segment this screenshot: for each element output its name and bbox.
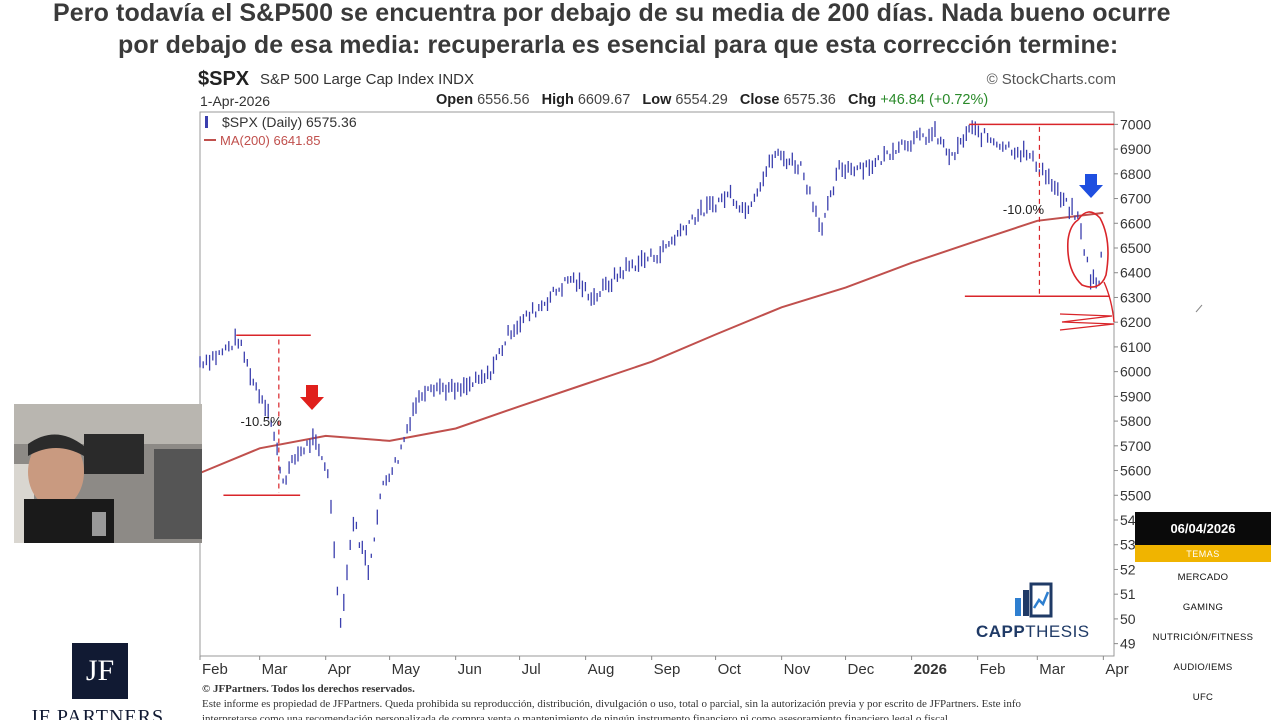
stockcharts-credit: © StockCharts.com xyxy=(986,71,1116,88)
y-tick-label: 6500 xyxy=(1120,240,1151,256)
ma200-line xyxy=(199,211,1104,474)
x-tick-label: Sep xyxy=(654,661,681,678)
low-value: 6554.29 xyxy=(675,92,728,108)
blue-down-arrow xyxy=(1079,174,1103,198)
topic-item-nutricion[interactable]: NUTRICIÓN/FITNESS xyxy=(1152,631,1254,643)
y-tick-label: 6900 xyxy=(1120,141,1151,157)
y-tick-label: 6800 xyxy=(1120,166,1151,182)
y-tick-label: 6700 xyxy=(1120,191,1151,207)
circle-markup xyxy=(1066,211,1109,288)
y-tick-label: 5800 xyxy=(1120,413,1151,429)
jf-partners-wordmark: JF PARTNERS xyxy=(30,706,165,720)
capp-text: CAPP xyxy=(976,622,1026,641)
chart-date: 1-Apr-2026 xyxy=(200,93,271,109)
ohlc-readout: Open 6556.56 High 6609.67 Low 6554.29 Cl… xyxy=(436,92,988,108)
y-tick-label: 6000 xyxy=(1120,364,1151,380)
copyright-line: © JFPartners. Todos los derechos reserva… xyxy=(202,683,415,695)
y-tick-label: 7000 xyxy=(1120,116,1151,132)
side-section-temas: TEMAS xyxy=(1135,545,1271,562)
headline-line-2: por debajo de esa media: recuperarla es … xyxy=(118,31,1119,59)
disclaimer-line-2: interpretarse como una recomendación per… xyxy=(202,713,948,720)
cappthesis-logo-icon xyxy=(1015,582,1053,618)
y-tick-label: 6200 xyxy=(1120,314,1151,330)
y-tick-label: 5600 xyxy=(1120,463,1151,479)
x-tick-label: Nov xyxy=(784,661,811,678)
x-tick-label: Oct xyxy=(718,661,742,678)
x-tick-label: Mar xyxy=(1039,661,1065,678)
x-tick-label: Mar xyxy=(262,661,288,678)
webcam-overlay xyxy=(14,404,202,543)
x-tick-label: Apr xyxy=(1105,661,1128,678)
headline-line-1: Pero todavía el S&P500 se encuentra por … xyxy=(53,0,1171,27)
topics-side-panel: 06/04/2026 TEMAS MERCADO GAMING NUTRICIÓ… xyxy=(1135,512,1271,720)
x-tick-label: Aug xyxy=(588,661,615,678)
disclaimer-footer: © JFPartners. Todos los derechos reserva… xyxy=(202,682,1021,720)
y-tick-label: 6400 xyxy=(1120,265,1151,281)
x-tick-label: Apr xyxy=(328,661,351,678)
y-tick-label: 6100 xyxy=(1120,339,1151,355)
legend-ma: MA(200) 6641.85 xyxy=(220,133,320,148)
legend-price: $SPX (Daily) 6575.36 xyxy=(222,114,357,130)
topic-item-mercado[interactable]: MERCADO xyxy=(1177,571,1229,583)
open-label: Open xyxy=(436,92,474,108)
close-value: 6575.36 xyxy=(783,92,836,108)
x-tick-label: 2026 xyxy=(914,661,947,678)
disclaimer-line-1: Este informe es propiedad de JFPartners.… xyxy=(202,698,1021,710)
chart-header: $SPX S&P 500 Large Cap Index INDX © Stoc… xyxy=(198,68,1118,112)
y-tick-label: 5900 xyxy=(1120,388,1151,404)
chg-value: +46.84 (+0.72%) xyxy=(880,92,989,108)
plot-frame xyxy=(199,111,1115,657)
high-value: 6609.67 xyxy=(577,92,631,108)
arrow-to-6200 xyxy=(1103,281,1115,323)
close-label: Close xyxy=(739,92,780,108)
red-down-arrow xyxy=(300,385,324,410)
cappthesis-wordmark: CAPPTHESIS xyxy=(976,622,1090,642)
chart-description: S&P 500 Large Cap Index INDX xyxy=(260,71,475,88)
chg-label: Chg xyxy=(847,92,877,108)
open-value: 6556.56 xyxy=(477,92,530,108)
cursor-mark xyxy=(1195,304,1203,313)
topic-item-ufc[interactable]: UFC xyxy=(1192,691,1214,703)
x-tick-label: Feb xyxy=(202,661,228,678)
webcam-image xyxy=(14,404,202,543)
jf-partners-logo: JF xyxy=(72,643,128,699)
legend-price-swatch xyxy=(205,116,208,128)
annotation-minus-10-0: -10.0% xyxy=(1003,202,1045,217)
y-tick-label: 6600 xyxy=(1120,215,1151,231)
side-date: 06/04/2026 xyxy=(1135,512,1271,545)
topic-item-audio[interactable]: AUDIO/IEMS xyxy=(1173,661,1233,673)
x-tick-label: Dec xyxy=(848,661,875,678)
x-tick-label: May xyxy=(392,661,421,678)
y-tick-label: 5700 xyxy=(1120,438,1151,454)
chart-symbol: $SPX xyxy=(198,68,250,90)
y-tick-label: 6300 xyxy=(1120,289,1151,305)
x-tick-label: Feb xyxy=(980,661,1006,678)
thesis-text: THESIS xyxy=(1025,622,1090,641)
high-label: High xyxy=(541,92,574,108)
x-tick-label: Jul xyxy=(522,661,541,678)
low-label: Low xyxy=(642,92,672,108)
y-tick-label: 5500 xyxy=(1120,487,1151,503)
price-bars xyxy=(199,120,1102,628)
scribble-6200 xyxy=(1059,313,1115,331)
annotation-minus-10-5: -10.5% xyxy=(240,414,282,429)
x-tick-label: Jun xyxy=(458,661,482,678)
topic-item-gaming[interactable]: GAMING xyxy=(1182,601,1224,613)
